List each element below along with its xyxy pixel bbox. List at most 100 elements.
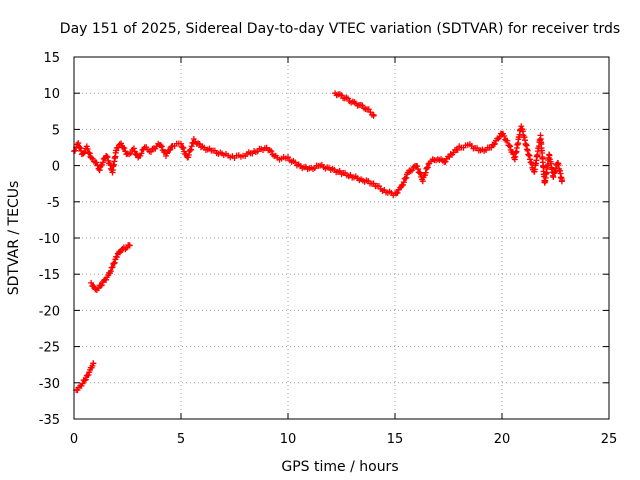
data-point bbox=[336, 167, 343, 174]
data-point bbox=[370, 111, 377, 118]
y-tick-label: -35 bbox=[39, 413, 60, 428]
data-point bbox=[167, 146, 174, 153]
data-point bbox=[96, 167, 103, 174]
data-point bbox=[121, 145, 128, 152]
data-point bbox=[400, 181, 407, 188]
data-point bbox=[99, 159, 106, 166]
data-point bbox=[268, 148, 275, 155]
data-point bbox=[178, 140, 184, 147]
data-point bbox=[98, 282, 105, 289]
x-tick-label: 10 bbox=[280, 432, 297, 447]
data-point bbox=[507, 143, 514, 150]
data-point bbox=[93, 159, 100, 166]
data-point bbox=[558, 177, 565, 184]
data-point bbox=[158, 143, 165, 150]
x-tick-label: 25 bbox=[601, 432, 618, 447]
data-point bbox=[394, 189, 401, 196]
data-point bbox=[118, 140, 125, 147]
data-point bbox=[127, 150, 134, 157]
series-segment-main bbox=[71, 123, 565, 199]
data-point bbox=[126, 242, 133, 249]
data-point bbox=[94, 162, 101, 169]
data-point bbox=[496, 134, 503, 141]
data-series bbox=[71, 90, 565, 394]
data-point bbox=[419, 178, 426, 185]
data-point bbox=[180, 145, 187, 152]
data-point bbox=[85, 372, 92, 379]
data-point bbox=[74, 387, 81, 394]
grid bbox=[74, 57, 609, 419]
data-point bbox=[424, 164, 431, 171]
data-point bbox=[188, 143, 195, 150]
data-point bbox=[400, 179, 407, 186]
x-tick-label: 5 bbox=[177, 432, 185, 447]
data-point bbox=[82, 376, 89, 383]
data-point bbox=[89, 155, 96, 162]
data-point bbox=[103, 153, 110, 160]
data-point bbox=[491, 140, 498, 147]
data-point bbox=[80, 150, 87, 157]
data-point bbox=[185, 151, 192, 158]
series-segment-low bbox=[73, 360, 97, 394]
data-point bbox=[187, 146, 194, 153]
y-tick-label: -30 bbox=[39, 377, 60, 392]
data-point bbox=[113, 254, 120, 261]
y-axis-label: SDTVAR / TECUs bbox=[6, 181, 22, 296]
data-point bbox=[501, 133, 508, 140]
data-point bbox=[72, 147, 79, 154]
data-point bbox=[164, 150, 171, 157]
data-point bbox=[409, 167, 416, 174]
data-point bbox=[79, 380, 86, 387]
data-point bbox=[77, 145, 84, 152]
data-point bbox=[195, 140, 202, 147]
data-point bbox=[104, 154, 111, 161]
data-point bbox=[506, 142, 513, 149]
data-point bbox=[131, 148, 138, 155]
data-point bbox=[504, 137, 511, 144]
data-point bbox=[138, 150, 145, 157]
data-point bbox=[103, 276, 110, 283]
data-point bbox=[88, 279, 95, 286]
data-point bbox=[86, 150, 93, 157]
y-tick-label: 5 bbox=[52, 123, 60, 138]
data-point bbox=[415, 166, 422, 173]
data-point bbox=[111, 259, 118, 266]
data-point bbox=[414, 163, 421, 170]
data-point bbox=[148, 148, 155, 155]
y-tick-label: -20 bbox=[39, 304, 60, 319]
series-segment-high bbox=[332, 90, 377, 119]
y-tick-label: -5 bbox=[47, 196, 60, 211]
data-point bbox=[488, 144, 495, 151]
data-point bbox=[157, 142, 164, 149]
data-point bbox=[417, 170, 424, 177]
data-point bbox=[130, 145, 137, 152]
data-point bbox=[107, 268, 114, 275]
data-point bbox=[422, 169, 429, 176]
data-point bbox=[179, 144, 186, 151]
y-tick-label: 10 bbox=[43, 87, 60, 102]
series-segment-rising bbox=[88, 241, 133, 294]
data-point bbox=[90, 283, 97, 290]
y-tick-label: 15 bbox=[43, 51, 60, 66]
x-tick-label: 20 bbox=[494, 432, 511, 447]
data-point bbox=[90, 360, 97, 367]
data-point bbox=[416, 169, 423, 176]
y-tick-label: -15 bbox=[39, 268, 60, 283]
data-point bbox=[84, 145, 91, 152]
axis-ticks: 0 5 10 15 20 25 15 10 5 0 -5 -10 -15 -20 -25 -30 -35 bbox=[39, 51, 618, 447]
y-tick-label: 0 bbox=[52, 160, 60, 175]
data-point bbox=[190, 135, 197, 142]
data-point bbox=[285, 154, 291, 161]
data-point bbox=[407, 168, 414, 175]
data-point bbox=[442, 158, 449, 165]
chart-title: Day 151 of 2025, Sidereal Day-to-day VTE… bbox=[60, 21, 620, 37]
data-point bbox=[109, 264, 116, 271]
x-tick-label: 0 bbox=[70, 432, 78, 447]
y-tick-label: -10 bbox=[39, 232, 60, 247]
data-point bbox=[292, 159, 299, 166]
x-axis-label: GPS time / hours bbox=[281, 459, 398, 475]
data-point bbox=[81, 377, 88, 384]
y-tick-label: -25 bbox=[39, 341, 60, 356]
x-tick-label: 15 bbox=[387, 432, 404, 447]
